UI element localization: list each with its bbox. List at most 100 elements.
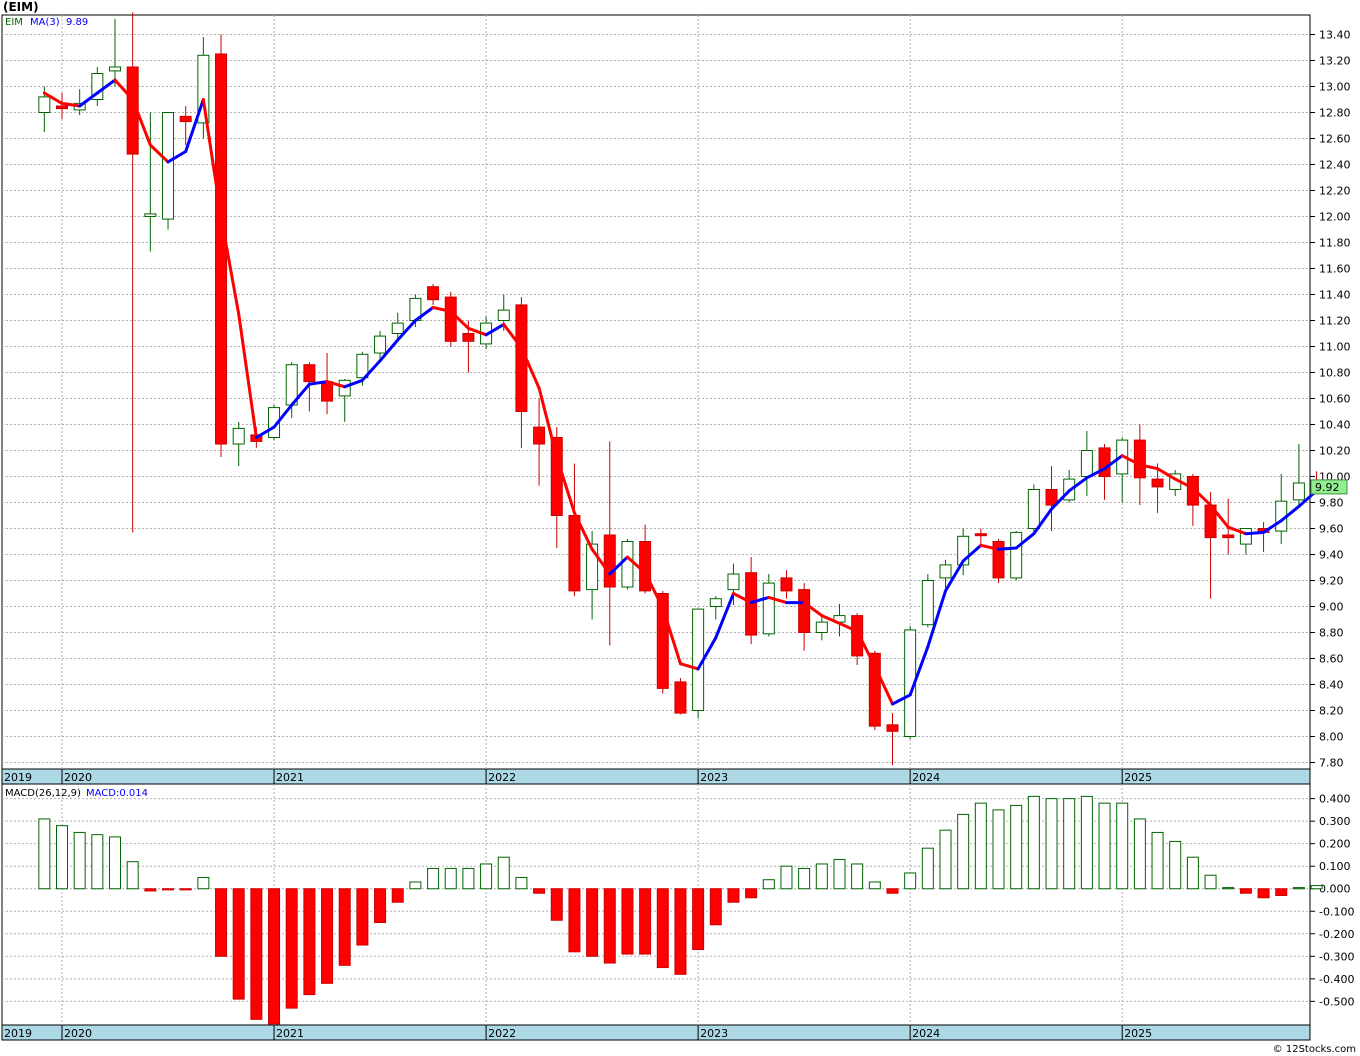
price-y-tick-label: 12.40 xyxy=(1319,159,1351,172)
price-panel xyxy=(1,14,1311,770)
ma3-segment xyxy=(219,215,241,316)
candle-body xyxy=(462,333,475,342)
price-y-tick-label: 10.40 xyxy=(1319,419,1351,432)
macd-bar xyxy=(639,888,652,955)
price-y-tick-label: 12.80 xyxy=(1319,107,1351,120)
ma3-segment xyxy=(78,91,99,108)
ma3-segment xyxy=(979,543,1001,551)
macd-y-tick-label: -0.100 xyxy=(1319,905,1354,918)
ma3-segment xyxy=(802,601,824,618)
candle xyxy=(727,563,740,606)
candle xyxy=(921,574,934,628)
candle-body xyxy=(497,309,510,322)
candle xyxy=(1292,444,1305,508)
macd-bar xyxy=(727,888,740,903)
macd-bar xyxy=(992,809,1005,890)
candle-body xyxy=(974,533,987,537)
ma3-segment xyxy=(166,150,188,164)
ma3-segment xyxy=(1120,454,1142,467)
candle-body xyxy=(303,364,316,383)
candle-body xyxy=(38,96,51,114)
macd-bar xyxy=(656,888,669,969)
candle-body xyxy=(851,615,864,657)
macd-y-tick-label: 0.200 xyxy=(1319,838,1351,851)
macd-bar xyxy=(215,888,228,957)
price-y-tick-label: 8.00 xyxy=(1319,731,1344,744)
macd-bar xyxy=(762,879,775,890)
macd-bar xyxy=(427,867,440,890)
candle-body xyxy=(1292,482,1305,501)
x-tick-label: 2019 xyxy=(4,771,32,784)
candle-body xyxy=(427,286,440,301)
ma3-segment xyxy=(184,98,205,153)
ma3-segment xyxy=(360,359,382,382)
candlesticks xyxy=(38,12,1323,766)
candle-body xyxy=(391,322,404,335)
candle xyxy=(851,613,864,665)
x-tick-label: 2021 xyxy=(276,771,304,784)
candle xyxy=(232,421,245,467)
candle xyxy=(1045,466,1058,532)
ma3-segment xyxy=(42,91,64,105)
macd-bar xyxy=(1133,818,1146,890)
price-y-tick-label: 9.60 xyxy=(1319,523,1344,536)
ma3-segment xyxy=(1156,467,1177,481)
price-y-tick-label: 13.40 xyxy=(1319,29,1351,42)
price-x-axis-band xyxy=(1,768,1311,785)
macd-bar xyxy=(374,888,387,924)
macd-bar xyxy=(603,888,616,964)
price-y-tick-label: 11.60 xyxy=(1319,263,1351,276)
macd-bar xyxy=(904,872,917,890)
macd-bar xyxy=(1257,888,1270,899)
candle-body xyxy=(603,534,616,588)
macd-bar xyxy=(250,888,263,1020)
candle-body xyxy=(1222,534,1235,539)
candle-body xyxy=(957,535,970,566)
macd-bar xyxy=(515,876,528,890)
price-y-tick-label: 12.60 xyxy=(1319,133,1351,146)
candle-body xyxy=(568,515,581,592)
macd-bar xyxy=(56,825,68,890)
macd-bar xyxy=(586,888,599,957)
price-y-tick-label: 10.20 xyxy=(1319,445,1351,458)
ma3-segment xyxy=(908,645,930,697)
candle-body xyxy=(550,437,563,516)
macd-bar xyxy=(409,881,422,890)
candle xyxy=(374,330,387,363)
macd-bar xyxy=(939,829,952,890)
candle xyxy=(1010,531,1023,581)
candle-body xyxy=(197,54,210,124)
ma3-segment xyxy=(608,555,629,576)
ma3-segment xyxy=(873,664,894,706)
macd-bar xyxy=(109,836,122,890)
ma3-segment xyxy=(1050,489,1071,511)
ma3-segment xyxy=(290,382,311,407)
price-y-tick-label: 11.00 xyxy=(1319,341,1351,354)
candle-body xyxy=(815,621,828,633)
macd-bar xyxy=(886,888,899,894)
candle-body xyxy=(992,541,1005,579)
ma3-segment xyxy=(643,571,665,610)
macd-y-tick-label: -0.400 xyxy=(1319,973,1354,986)
candle xyxy=(91,67,104,106)
candle-body xyxy=(762,582,775,635)
candle xyxy=(939,559,952,589)
candle-body xyxy=(1010,531,1023,579)
ma3-segment xyxy=(272,403,294,429)
ma3-segment xyxy=(449,309,470,330)
ma3-segment xyxy=(1191,486,1213,507)
candle xyxy=(762,574,775,637)
candle-body xyxy=(179,115,192,123)
ma3-segment xyxy=(343,378,364,389)
candle xyxy=(674,678,687,715)
ma3-segment xyxy=(307,380,329,386)
macd-bar xyxy=(1045,798,1058,890)
macd-bar xyxy=(497,856,510,890)
price-y-tick-label: 11.20 xyxy=(1319,315,1351,328)
price-y-tick-label: 8.40 xyxy=(1319,679,1344,692)
ma3-segment xyxy=(325,380,347,389)
macd-bar xyxy=(144,888,157,892)
ma3-segment xyxy=(396,319,417,342)
price-y-tick-label: 13.20 xyxy=(1319,55,1351,68)
price-y-tick-label: 8.20 xyxy=(1319,705,1344,718)
